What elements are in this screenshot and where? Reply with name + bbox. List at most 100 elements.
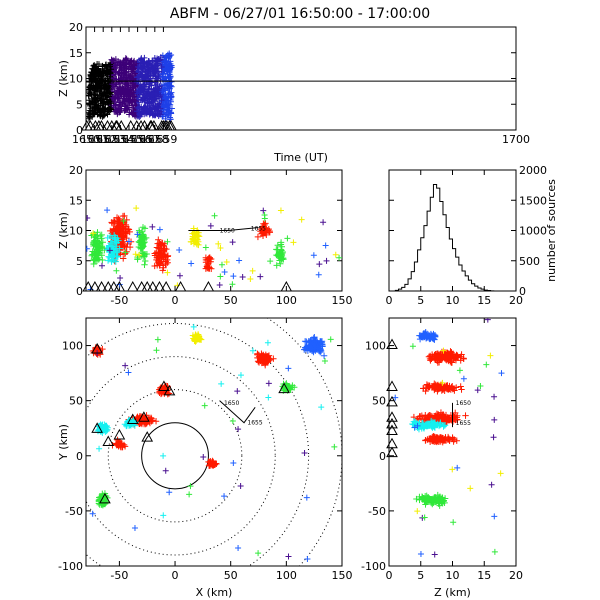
source-mark xyxy=(441,416,449,423)
source-mark xyxy=(114,248,121,255)
source-mark xyxy=(110,232,118,239)
source-mark xyxy=(139,224,147,231)
source-mark xyxy=(164,269,171,276)
source-mark xyxy=(440,347,447,354)
source-mark xyxy=(467,485,474,492)
source-mark xyxy=(107,73,114,80)
source-mark xyxy=(423,384,430,391)
source-mark xyxy=(285,553,292,560)
source-mark xyxy=(155,236,162,243)
x-tick-label: 150 xyxy=(332,569,353,582)
ground-marker xyxy=(81,119,93,131)
source-mark xyxy=(99,63,106,70)
source-mark xyxy=(111,238,118,245)
source-mark xyxy=(483,361,490,368)
source-mark xyxy=(157,105,164,112)
source-mark xyxy=(458,386,465,393)
ground-marker xyxy=(174,280,187,292)
source-mark xyxy=(316,261,323,268)
source-mark xyxy=(298,216,305,223)
ground-marker xyxy=(148,119,160,131)
source-mark xyxy=(259,225,267,232)
source-mark xyxy=(99,256,106,264)
ground-marker xyxy=(146,280,159,292)
ground-marker xyxy=(84,119,97,131)
source-mark xyxy=(411,424,418,431)
y-tick-label: 2000 xyxy=(519,164,547,177)
source-mark xyxy=(236,257,243,264)
x-tick-label: 1655 xyxy=(115,133,143,146)
source-mark xyxy=(165,55,172,62)
source-mark xyxy=(143,70,150,77)
source-mark xyxy=(223,259,230,266)
source-mark xyxy=(160,512,167,519)
range-ring xyxy=(141,422,209,490)
source-mark xyxy=(261,215,268,222)
x-tick-label: 150 xyxy=(332,294,353,307)
source-mark xyxy=(115,221,123,229)
source-mark xyxy=(128,84,135,91)
source-mark xyxy=(491,548,498,555)
source-mark xyxy=(151,112,158,119)
source-mark xyxy=(121,212,128,220)
source-mark xyxy=(112,94,119,101)
source-mark xyxy=(130,87,137,94)
source-mark xyxy=(230,460,237,467)
source-mark xyxy=(275,253,283,260)
source-mark xyxy=(218,380,225,387)
x-tick-label: 1654 xyxy=(106,133,134,146)
source-mark xyxy=(497,470,504,477)
source-mark xyxy=(186,491,193,498)
source-mark xyxy=(103,75,110,82)
source-mark xyxy=(158,63,165,70)
source-mark xyxy=(277,207,284,214)
source-mark xyxy=(221,269,228,276)
source-mark xyxy=(91,91,98,98)
source-mark xyxy=(284,235,291,242)
source-mark xyxy=(158,388,166,395)
source-mark xyxy=(98,262,105,269)
source-mark xyxy=(131,62,138,69)
source-mark xyxy=(202,259,210,266)
station-marker xyxy=(138,411,150,422)
source-mark xyxy=(450,519,457,526)
source-mark xyxy=(491,416,498,423)
x-tick-label: 0 xyxy=(172,569,179,582)
source-mark xyxy=(149,57,156,64)
source-mark xyxy=(311,337,318,345)
x-tick-label: 5 xyxy=(417,569,424,582)
x-tick-label: 50 xyxy=(224,569,238,582)
source-mark xyxy=(86,113,92,120)
ground-marker xyxy=(153,280,166,292)
source-mark xyxy=(166,50,173,57)
source-mark xyxy=(320,219,327,226)
source-mark xyxy=(332,251,339,258)
source-mark xyxy=(134,255,141,263)
source-mark xyxy=(139,231,146,238)
source-mark xyxy=(89,510,96,517)
x-z-panel: -50 0 50 100 150 0 5 10 15 20 Z (km) 1650 1655 xyxy=(57,164,353,307)
source-mark xyxy=(109,57,116,64)
source-mark xyxy=(164,103,171,110)
source-mark xyxy=(428,435,435,443)
source-mark xyxy=(420,330,428,337)
x-tick-label: 20 xyxy=(509,569,523,582)
source-mark xyxy=(88,252,95,260)
source-mark xyxy=(108,106,115,113)
source-mark xyxy=(131,525,138,532)
source-mark xyxy=(290,239,297,246)
source-mark xyxy=(146,102,153,109)
time-annotation: 1650 xyxy=(220,228,235,235)
source-mark xyxy=(158,97,165,104)
source-mark xyxy=(108,56,115,63)
source-mark xyxy=(432,437,440,445)
range-ring xyxy=(86,356,276,556)
source-mark xyxy=(235,544,242,551)
ground-marker xyxy=(115,119,128,131)
source-mark xyxy=(142,419,149,426)
source-mark xyxy=(426,382,433,390)
source-mark xyxy=(125,238,132,245)
source-mark xyxy=(127,63,134,70)
source-mark xyxy=(145,77,152,84)
y-axis-label: Z (km) xyxy=(57,60,70,97)
